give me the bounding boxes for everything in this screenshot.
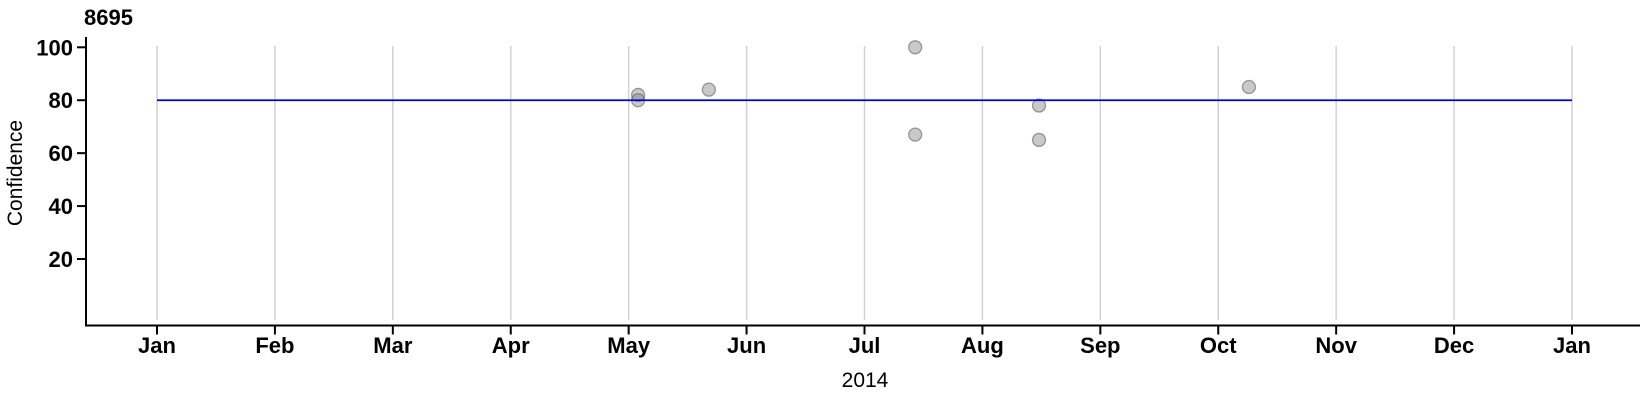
x-tick-label: May: [607, 333, 651, 358]
y-tick-label: 80: [49, 88, 73, 113]
x-tick-label: Dec: [1434, 333, 1474, 358]
data-point: [1241, 79, 1257, 95]
y-tick-label: 20: [49, 247, 73, 272]
x-axis-ticks: Jan Feb Mar Apr May Jun Jul Aug Sep Oct Nov Dec Jan: [138, 325, 1591, 358]
x-tick-label: Jan: [138, 333, 176, 358]
data-point: [908, 127, 923, 142]
x-tick-label: Nov: [1315, 333, 1357, 358]
data-point: [908, 40, 923, 55]
x-tick-label: Sep: [1080, 333, 1120, 358]
y-tick-label: 60: [49, 141, 73, 166]
y-axis-title: Confidence: [4, 120, 27, 226]
x-tick-label: Jan: [1553, 333, 1591, 358]
axes-layer: 20 40 60 80 100 Jan Feb Mar Apr May Jun Jul Aug Sep O…: [36, 35, 1640, 358]
data-point: [1031, 98, 1047, 113]
x-tick-label: Feb: [255, 333, 294, 358]
x-tick-label: Apr: [492, 333, 530, 358]
x-tick-label: Aug: [961, 333, 1004, 358]
gridlines-layer: [156, 46, 1573, 320]
y-tick-label: 40: [49, 194, 73, 219]
y-tick-label: 100: [36, 35, 73, 60]
data-point: [701, 82, 716, 97]
y-axis-ticks: 20 40 60 80 100: [36, 35, 86, 272]
data-point: [1031, 132, 1047, 148]
data-points-layer: [630, 40, 1257, 148]
x-tick-label: Jul: [849, 333, 881, 358]
x-tick-label: Oct: [1200, 333, 1237, 358]
chart-title: 8695: [84, 5, 133, 30]
x-tick-label: Mar: [373, 333, 413, 358]
data-point: [630, 87, 646, 103]
x-tick-label: Jun: [727, 333, 766, 358]
x-axis-title: 2014: [842, 369, 889, 392]
